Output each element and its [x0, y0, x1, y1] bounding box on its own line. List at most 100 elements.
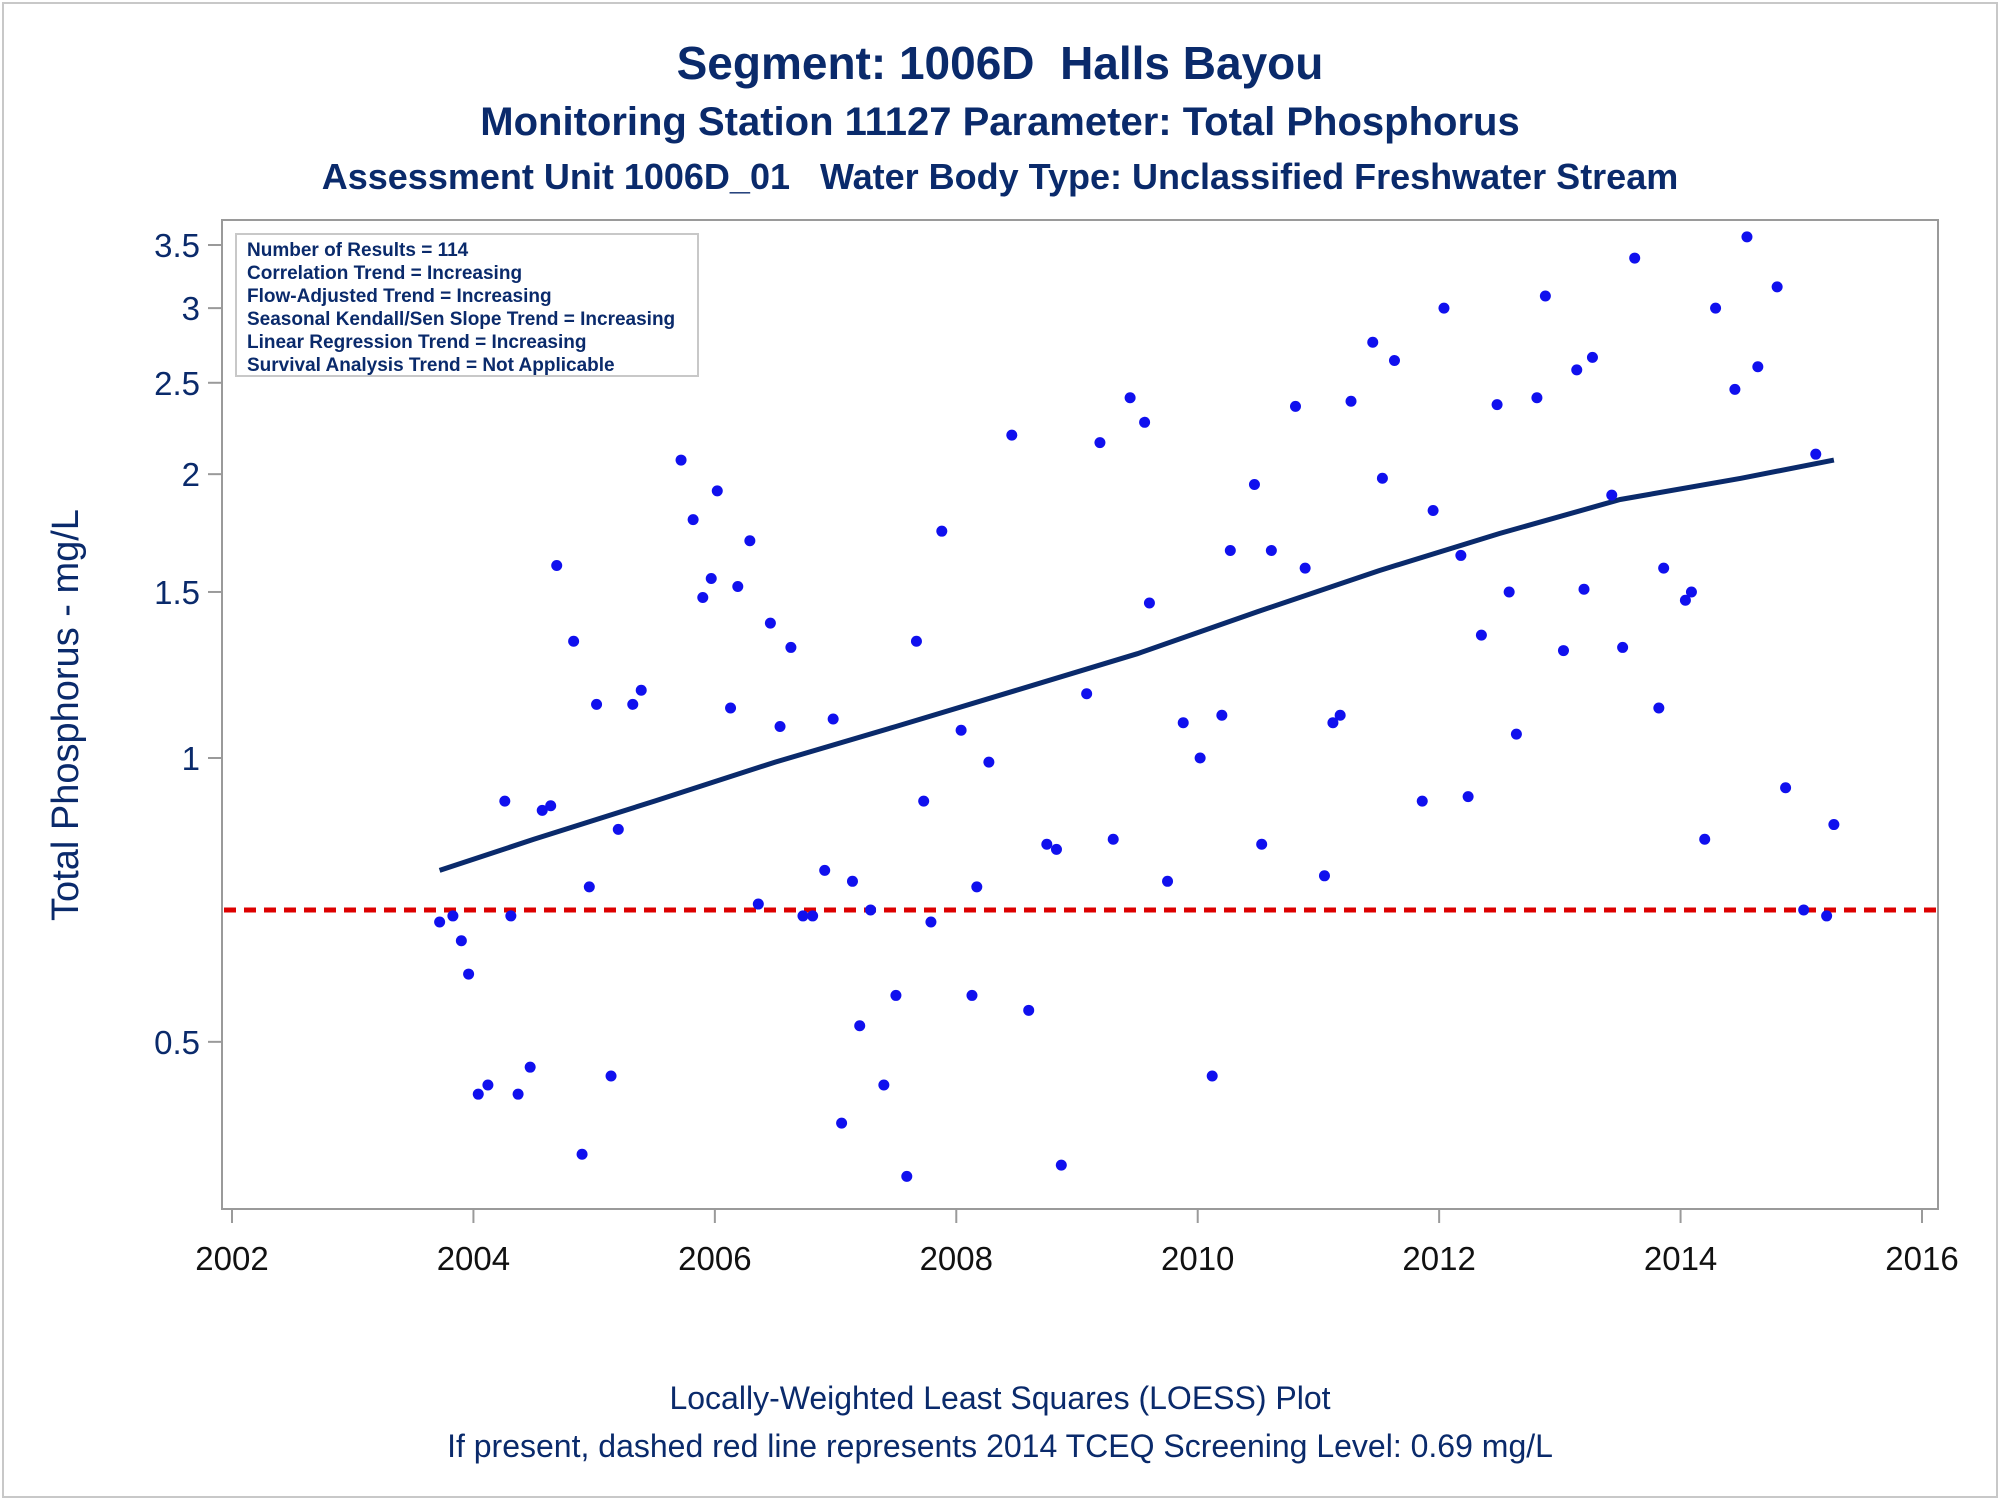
data-point: [1318, 870, 1330, 882]
y-tick-label: 0.5: [154, 1024, 200, 1061]
y-tick-label: 1.5: [154, 574, 200, 611]
data-point: [612, 823, 624, 835]
data-point: [505, 910, 517, 922]
data-point: [1194, 752, 1206, 764]
data-point: [536, 804, 548, 816]
data-point: [1510, 728, 1522, 740]
data-point: [1367, 336, 1379, 348]
data-point: [983, 756, 995, 768]
data-point: [1289, 400, 1301, 412]
data-point: [1299, 562, 1311, 574]
data-point: [865, 904, 877, 916]
data-point: [463, 968, 475, 980]
data-point: [1653, 702, 1665, 714]
data-point: [1427, 505, 1439, 517]
data-point: [1248, 479, 1260, 491]
data-point: [1679, 594, 1691, 606]
data-point: [1571, 364, 1583, 376]
data-point: [1206, 1070, 1218, 1082]
data-point: [1578, 583, 1590, 595]
y-tick-label: 3: [182, 290, 200, 327]
data-point: [512, 1088, 524, 1100]
data-point: [1658, 562, 1670, 574]
data-point: [752, 898, 764, 910]
data-point: [524, 1061, 536, 1073]
data-point: [1798, 904, 1810, 916]
y-axis: 0.5 1 1.5 2 2.5 3 3.5: [154, 227, 222, 1061]
data-point: [568, 635, 580, 647]
data-point: [1139, 416, 1151, 428]
data-point: [1586, 351, 1598, 363]
data-point: [1539, 290, 1551, 302]
chart-subtitle: Monitoring Station 11127 Parameter: Tota…: [480, 100, 1520, 144]
data-point: [901, 1170, 913, 1182]
data-point: [1729, 383, 1741, 395]
data-point: [764, 617, 776, 629]
data-point: [878, 1079, 890, 1091]
data-point: [1094, 437, 1106, 449]
data-point: [1041, 838, 1053, 850]
x-tick-label: 2016: [1885, 1240, 1958, 1277]
data-point: [705, 573, 717, 585]
legend-line: Seasonal Kendall/Sen Slope Trend = Incre…: [247, 309, 675, 330]
data-point: [1416, 795, 1428, 807]
data-point: [846, 875, 858, 887]
plot-area: [221, 219, 1939, 1210]
footnote-screening-level: If present, dashed red line represents 2…: [447, 1428, 1553, 1464]
data-point: [1124, 392, 1136, 404]
data-point: [1475, 629, 1487, 641]
x-tick-label: 2014: [1644, 1240, 1717, 1277]
data-point: [955, 724, 967, 736]
data-point: [1685, 586, 1697, 598]
data-point: [1023, 1004, 1035, 1016]
y-tick-label: 1: [182, 740, 200, 777]
chart-subtitle-2: Assessment Unit 1006D_01 Water Body Type…: [321, 156, 1679, 197]
data-point: [1256, 838, 1268, 850]
x-tick-label: 2004: [437, 1240, 510, 1277]
data-point: [545, 800, 557, 812]
data-point: [774, 720, 786, 732]
data-point: [1376, 472, 1388, 484]
y-tick-label: 2.5: [154, 365, 200, 402]
x-tick-label: 2002: [195, 1240, 268, 1277]
loess-trend-line: [438, 457, 1835, 873]
data-point: [551, 560, 563, 572]
data-point: [1741, 231, 1753, 243]
data-point: [1224, 544, 1236, 556]
data-point: [1055, 1159, 1067, 1171]
data-point: [971, 881, 983, 893]
data-point: [1081, 688, 1093, 700]
data-point: [854, 1020, 866, 1032]
footnote-loess: Locally-Weighted Least Squares (LOESS) P…: [669, 1380, 1331, 1416]
x-tick-label: 2008: [920, 1240, 993, 1277]
x-axis: 2002 2004 2006 2008 2010 2012 2014 2016: [195, 1209, 1959, 1277]
data-point: [472, 1088, 484, 1100]
legend-line: Survival Analysis Trend = Not Applicable: [247, 355, 615, 376]
data-point: [1780, 782, 1792, 794]
data-point: [1265, 544, 1277, 556]
legend-line: Flow-Adjusted Trend = Increasing: [247, 286, 552, 307]
data-point: [890, 989, 902, 1001]
legend-line: Number of Results = 114: [247, 240, 469, 261]
data-point: [1162, 875, 1174, 887]
data-point: [1531, 392, 1543, 404]
data-point: [605, 1070, 617, 1082]
data-point: [675, 454, 687, 466]
data-point: [1107, 833, 1119, 845]
data-point: [591, 698, 603, 710]
x-tick-label: 2012: [1402, 1240, 1475, 1277]
legend-box: [235, 233, 699, 377]
data-point: [687, 514, 699, 526]
data-point: [1050, 843, 1062, 855]
data-point: [966, 989, 978, 1001]
data-point: [711, 485, 723, 497]
data-point: [797, 910, 809, 922]
data-point: [697, 591, 709, 603]
data-points: [434, 231, 1840, 1182]
data-point: [1327, 717, 1339, 729]
data-point: [1629, 252, 1641, 264]
data-point: [1345, 395, 1357, 407]
data-point: [482, 1079, 494, 1091]
